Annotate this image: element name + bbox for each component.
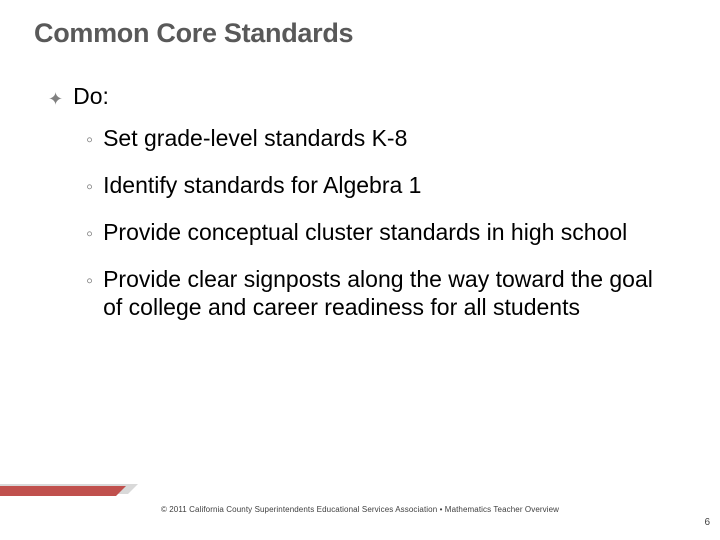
slide-title: Common Core Standards xyxy=(34,18,686,49)
plus-bullet-icon: ✦ xyxy=(48,90,63,108)
bullet-level2: ◦ Provide conceptual cluster standards i… xyxy=(34,218,686,247)
copyright-text: © 2011 California County Superintendents… xyxy=(0,505,720,514)
bullet-level2: ◦ Set grade-level standards K-8 xyxy=(34,124,686,153)
circle-bullet-icon: ◦ xyxy=(86,175,93,200)
circle-bullet-icon: ◦ xyxy=(86,269,93,294)
level1-text: Do: xyxy=(73,83,109,110)
level2-text: Identify standards for Algebra 1 xyxy=(103,171,421,199)
accent-shape xyxy=(0,476,138,496)
bullet-level2: ◦ Identify standards for Algebra 1 xyxy=(34,171,686,200)
slide: Common Core Standards ✦ Do: ◦ Set grade-… xyxy=(0,0,720,540)
page-number: 6 xyxy=(704,517,710,528)
level2-text: Provide clear signposts along the way to… xyxy=(103,265,676,321)
circle-bullet-icon: ◦ xyxy=(86,128,93,153)
circle-bullet-icon: ◦ xyxy=(86,222,93,247)
bullet-level1: ✦ Do: xyxy=(34,83,686,110)
bullet-level2: ◦ Provide clear signposts along the way … xyxy=(34,265,686,321)
level2-text: Provide conceptual cluster standards in … xyxy=(103,218,627,246)
level2-text: Set grade-level standards K-8 xyxy=(103,124,407,152)
